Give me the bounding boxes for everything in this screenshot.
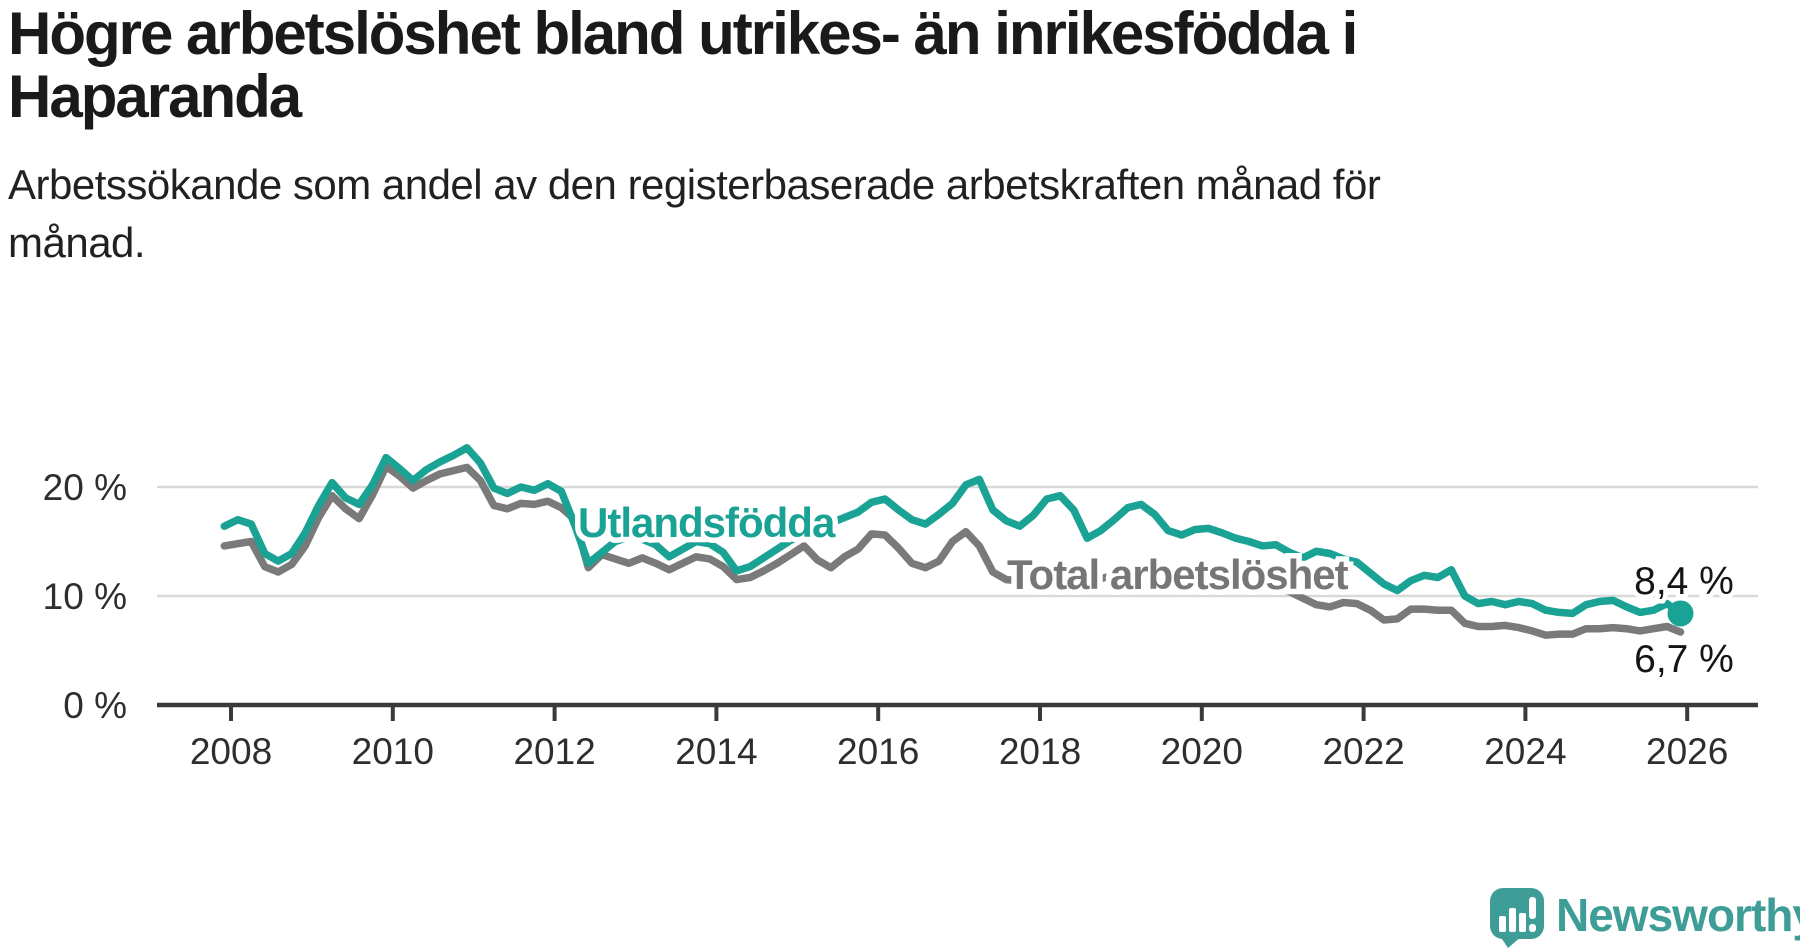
x-tick-label-2026: 2026 (1646, 731, 1728, 772)
series-label-total-arbetsloshet: Total arbetslöshet (1007, 551, 1349, 598)
x-tick-label-2014: 2014 (675, 731, 757, 772)
logo-bar-3-icon (1519, 913, 1526, 932)
newsworthy-logo-icon (1490, 888, 1544, 948)
chart-subtitle: Arbetssökande som andel av den registerb… (8, 156, 1788, 272)
series-label-utlandsfodda: Utlandsfödda (578, 499, 836, 546)
series-end-dot-utlandsfodda (1667, 600, 1694, 627)
x-tick-label-2012: 2012 (513, 731, 595, 772)
x-axis-ticks (229, 705, 1690, 721)
chart-subtitle-line-2: månad. (8, 219, 146, 266)
x-tick-label-2018: 2018 (999, 731, 1081, 772)
page-title-line-2: Haparanda (8, 63, 302, 130)
x-tick-label-2010: 2010 (352, 731, 434, 772)
x-tick-label-2022: 2022 (1322, 731, 1404, 772)
series-line-utlandsfodda (220, 444, 1685, 618)
chart-subtitle-line-1: Arbetssökande som andel av den registerb… (8, 161, 1381, 208)
newsworthy-logo-text: Newsworthy (1556, 889, 1800, 941)
chart-header: Högre arbetslöshet bland utrikes- än inr… (8, 2, 1788, 272)
end-value-label-utlandsfodda: 8,4 % (1634, 560, 1734, 603)
x-tick-label-2008: 2008 (190, 731, 272, 772)
x-tick-label-2024: 2024 (1484, 731, 1566, 772)
x-tick-label-2020: 2020 (1161, 731, 1243, 772)
newsworthy-logo: Newsworthy (1490, 888, 1800, 948)
series-lines (220, 444, 1694, 639)
logo-exclamation-dot-icon (1529, 924, 1536, 932)
x-axis-tick-labels: 2008 2010 2012 2014 2016 2018 2020 2022 2024 2026 (190, 731, 1729, 772)
page-title-line-1: Högre arbetslöshet bland utrikes- än inr… (8, 0, 1358, 67)
horizontal-gridlines (157, 485, 1758, 598)
y-axis-tick-labels: 0 % 10 % 20 % (43, 467, 127, 726)
logo-bar-1-icon (1499, 916, 1506, 932)
series-line-total (220, 462, 1685, 639)
y-tick-label-10: 10 % (43, 576, 127, 617)
y-tick-label-20: 20 % (43, 467, 127, 508)
end-value-label-total: 6,7 % (1634, 638, 1734, 681)
x-tick-label-2016: 2016 (837, 731, 919, 772)
logo-bar-2-icon (1509, 908, 1516, 932)
logo-bubble-tail (1500, 936, 1522, 948)
logo-exclamation-bar-icon (1529, 897, 1536, 919)
y-tick-label-0: 0 % (63, 685, 127, 726)
